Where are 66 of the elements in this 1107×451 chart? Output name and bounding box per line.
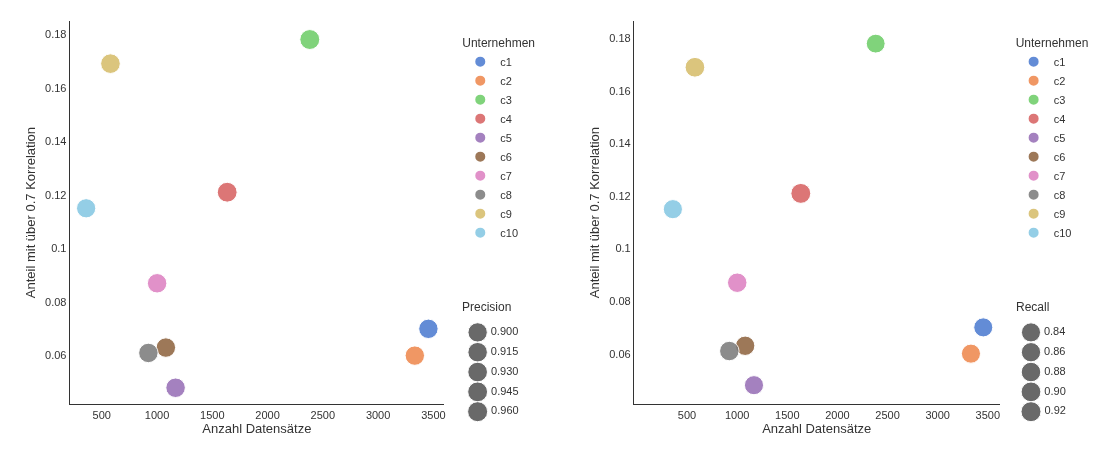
legend-label: 0.88 [1044,364,1066,377]
y-tick-label: 0.12 [609,189,631,202]
x-tick-label: 500 [92,408,111,421]
x-tick-label: 3500 [975,408,1001,421]
x-tick-label: 1500 [775,408,800,421]
x-tick-label: 3500 [421,408,446,421]
legend-label: c2 [500,74,512,87]
y-tick-label: 0.14 [45,135,67,148]
x-tick-label: 2500 [875,408,900,421]
legend-label: 0.92 [1044,404,1066,417]
legend-label: 0.84 [1043,325,1066,338]
legend-label: c8 [1053,188,1066,201]
x-axis-title: Anzahl Datensätze [202,420,312,436]
legend-label: c5 [500,131,512,144]
text: Precision [462,300,512,314]
x-tick-label: 3000 [365,408,391,421]
y-tick-label: 0.08 [45,295,67,308]
legend-label: c7 [1053,169,1066,182]
y-tick-label: 0.16 [45,81,67,94]
y-tick-label: 0.06 [45,349,67,362]
y-axis-title: Anteil mit über 0.7 Korrelation [23,126,38,299]
x-tick-label: 1000 [724,408,750,421]
text: Recall [1016,300,1050,314]
y-tick-label: 0.1 [615,242,631,255]
legend-title: Unternehmen [462,36,535,51]
legend-label: 0.90 [1044,384,1066,397]
x-tick-label: 2000 [825,408,850,421]
legend-label: c3 [1053,93,1066,106]
legend-label: c4 [1053,112,1066,125]
legend-label: c8 [500,188,512,201]
legend-label: 0.900 [490,325,519,338]
legend-label: 0.945 [491,384,519,397]
x-tick-label: 3000 [925,408,950,421]
legend-label: c6 [1053,150,1066,163]
x-tick-label: 2500 [310,408,336,421]
legend-label: c6 [500,150,512,163]
legend-label: 0.86 [1044,344,1066,357]
legend-label: c1 [1053,55,1066,68]
legend-label: c5 [1053,131,1066,144]
legend-label: c3 [500,93,512,106]
y-tick-label: 0.18 [609,32,631,45]
y-tick-label: 0.08 [609,294,631,307]
x-tick-label: 500 [677,408,697,421]
y-tick-label: 0.16 [609,84,631,97]
x-tick-label: 2000 [255,408,280,421]
legend-label: 0.960 [491,404,519,417]
y-tick-label: 0.12 [45,188,67,201]
legend-label: c2 [1053,74,1066,87]
legend-label: c7 [500,169,512,182]
legend-label: 0.915 [490,344,519,357]
y-axis-title: Anteil mit über 0.7 Korrelation [587,126,603,299]
legend-label: c9 [1053,207,1066,220]
legend-label: c4 [500,112,512,125]
legend-label: c10 [500,226,519,239]
legend-label: c9 [500,207,512,220]
x-tick-label: 1000 [144,408,170,421]
legend-label: c1 [500,55,512,68]
y-tick-label: 0.14 [609,137,631,150]
x-tick-label: 1500 [200,408,225,421]
x-axis-title: Anzahl Datensätze [762,420,872,436]
legend-title: Unternehmen [1015,36,1089,51]
y-tick-label: 0.1 [51,242,67,255]
y-tick-label: 0.06 [609,347,631,360]
legend-label: c10 [1053,226,1072,239]
y-tick-label: 0.18 [45,28,67,41]
legend-label: 0.930 [490,364,519,377]
